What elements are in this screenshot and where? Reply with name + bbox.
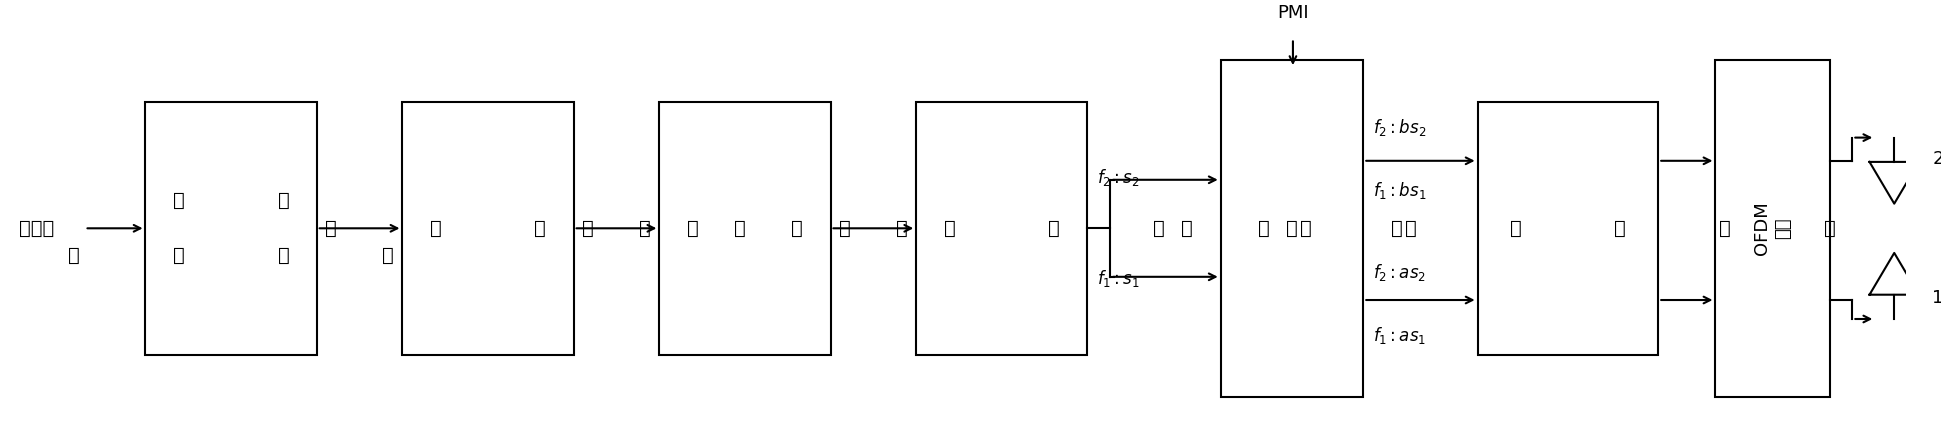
- Text: 编: 编: [1287, 219, 1299, 238]
- Text: 信: 信: [326, 219, 338, 238]
- Text: $f_1:as_1$: $f_1:as_1$: [1372, 325, 1427, 347]
- Text: 码: 码: [639, 219, 650, 238]
- Text: 制: 制: [1048, 219, 1060, 238]
- Bar: [1221, 60, 1363, 397]
- Text: 射: 射: [1825, 219, 1836, 238]
- Text: 匹: 匹: [792, 219, 804, 238]
- Text: 字: 字: [839, 219, 850, 238]
- Text: 充: 充: [278, 246, 289, 265]
- Bar: [402, 102, 575, 355]
- Text: 2: 2: [1933, 150, 1941, 168]
- Bar: [660, 102, 831, 355]
- Text: $f_1:s_1$: $f_1:s_1$: [1097, 268, 1139, 290]
- Text: 循: 循: [68, 246, 80, 265]
- Text: 理: 理: [1405, 219, 1417, 238]
- Bar: [1716, 60, 1830, 397]
- Text: $f_2:as_2$: $f_2:as_2$: [1372, 262, 1427, 283]
- Text: OFDM
调制: OFDM 调制: [1753, 202, 1792, 255]
- Text: 映: 映: [1720, 219, 1731, 238]
- Text: $f_1:bs_1$: $f_1:bs_1$: [1372, 180, 1427, 201]
- Text: 校: 校: [173, 191, 184, 210]
- Text: $f_2:bs_2$: $f_2:bs_2$: [1372, 117, 1427, 137]
- Text: 源: 源: [1615, 219, 1627, 238]
- Text: 编: 编: [534, 219, 545, 238]
- Text: 码: 码: [1392, 219, 1403, 238]
- Text: $f_2:s_2$: $f_2:s_2$: [1097, 167, 1139, 188]
- Text: 预: 预: [1182, 219, 1194, 238]
- Text: 验: 验: [278, 191, 289, 210]
- Text: 1: 1: [1933, 289, 1941, 307]
- Text: 资: 资: [1510, 219, 1522, 238]
- Text: 速: 速: [582, 219, 594, 238]
- Text: PMI: PMI: [1277, 4, 1308, 22]
- Bar: [146, 102, 316, 355]
- Text: 道: 道: [429, 219, 441, 238]
- Text: 环: 环: [173, 246, 184, 265]
- Text: 映: 映: [1153, 219, 1165, 238]
- Text: 比特流: 比特流: [19, 219, 54, 238]
- Text: 配: 配: [897, 219, 908, 238]
- Text: 物: 物: [1300, 219, 1312, 238]
- Text: 调: 调: [943, 219, 955, 238]
- Text: 余: 余: [382, 246, 394, 265]
- Text: 射: 射: [1258, 219, 1269, 238]
- Text: 率: 率: [687, 219, 699, 238]
- Bar: [1477, 102, 1658, 355]
- Text: 数: 数: [734, 219, 745, 238]
- Bar: [916, 102, 1087, 355]
